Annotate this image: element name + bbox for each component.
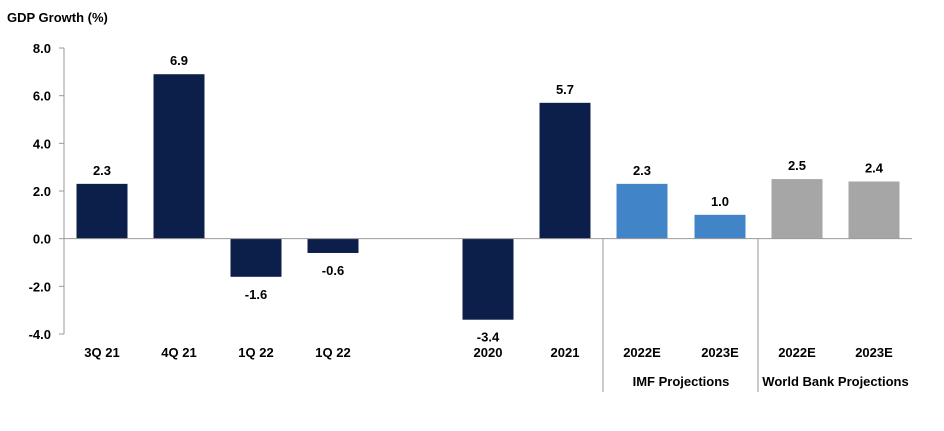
y-tick-label: 2.0 [33, 184, 51, 199]
bar-value-label: 2.3 [93, 163, 111, 178]
y-tick-label: 4.0 [33, 136, 51, 151]
group-label: World Bank Projections [762, 374, 908, 389]
y-axis-title: GDP Growth (%) [7, 10, 108, 25]
y-tick-label: 0.0 [33, 232, 51, 247]
y-tick-label: -2.0 [29, 279, 51, 294]
x-tick-label: 3Q 21 [84, 345, 119, 360]
bar-value-label: -1.6 [245, 287, 267, 302]
bar [153, 74, 205, 239]
bar [462, 238, 514, 320]
y-tick-label: -4.0 [29, 327, 51, 342]
x-tick-label: 2022E [778, 345, 816, 360]
x-tick-label: 2020 [474, 345, 503, 360]
axes [59, 47, 912, 335]
x-tick-label: 4Q 21 [161, 345, 196, 360]
bars [76, 74, 900, 320]
bar [694, 214, 746, 239]
x-tick-label: 2022E [623, 345, 661, 360]
group-label: IMF Projections [633, 374, 730, 389]
bar [307, 238, 359, 253]
bar [76, 183, 128, 239]
bar-value-label: -3.4 [477, 330, 500, 345]
x-tick-label: 1Q 22 [238, 345, 273, 360]
x-tick-label: 2023E [855, 345, 893, 360]
x-tick-label: 1Q 22 [315, 345, 350, 360]
bar-value-label: 5.7 [556, 82, 574, 97]
bar-value-label: -0.6 [322, 263, 344, 278]
bar [771, 179, 823, 239]
bar-value-label: 2.4 [865, 160, 884, 175]
y-tick-label: 8.0 [33, 41, 51, 56]
bar-value-label: 6.9 [170, 53, 188, 68]
bar [848, 181, 900, 239]
x-axis-labels: 3Q 21 4Q 21 1Q 22 1Q 22 2020 2021 2022E 2023E 20… [84, 345, 893, 360]
bar [539, 102, 591, 239]
bar [230, 238, 282, 277]
x-tick-label: 2021 [551, 345, 580, 360]
y-tick-label: 6.0 [33, 89, 51, 104]
value-labels: 2.3 6.9 -1.6 -0.6 -3.4 5.7 2.3 1.0 2.5 2.4 [93, 53, 884, 344]
bar [616, 183, 668, 239]
x-tick-label: 2023E [701, 345, 739, 360]
bar-value-label: 1.0 [711, 194, 729, 209]
y-axis-ticks: 8.0 6.0 4.0 2.0 0.0 -2.0 -4.0 [29, 41, 51, 342]
bar-value-label: 2.5 [788, 158, 806, 173]
projection-groups: IMF Projections World Bank Projections [602, 238, 909, 392]
bar-value-label: 2.3 [633, 163, 651, 178]
